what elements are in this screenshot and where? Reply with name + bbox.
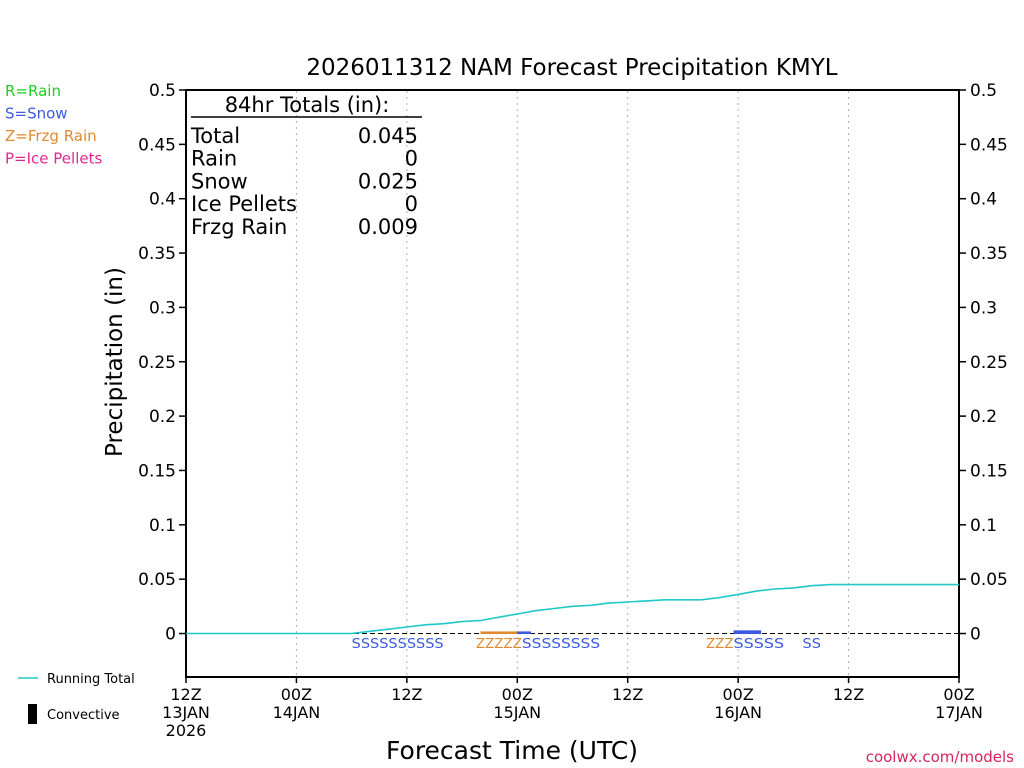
vertical-gridlines xyxy=(295,91,850,676)
y-tick-label-left: 0.2 xyxy=(149,407,176,427)
type-bars xyxy=(480,630,762,635)
precip-type-legend: R=Rain S=Snow Z=Frzg Rain P=Ice Pellets xyxy=(5,82,102,168)
y-tick-label-right: 0 xyxy=(970,625,981,645)
y-tick-label-left: 0.3 xyxy=(149,298,176,318)
totals-heading: 84hr Totals (in): xyxy=(225,93,390,117)
totals-row-label: Snow xyxy=(191,169,248,193)
precip-type-marker: SS xyxy=(803,637,821,652)
type-bar xyxy=(480,631,518,635)
y-tick-label-left: 0 xyxy=(165,625,176,645)
credit-text: coolwx.com/models xyxy=(866,748,1014,766)
totals-box: 84hr Totals (in): Total 0.045 Rain 0 Snow 0.0… xyxy=(190,93,422,239)
totals-row-value: 0 xyxy=(405,147,418,171)
type-legend-entry: R=Rain xyxy=(5,82,61,100)
y-tick-label-right: 0.3 xyxy=(970,298,997,318)
precip-type-marker: SSSSS xyxy=(734,637,785,652)
y-tick-label-right: 0.25 xyxy=(970,353,1008,373)
x-tick-label: 16JAN xyxy=(714,703,762,722)
precip-type-marker: SSSSSSSSSS xyxy=(352,637,444,652)
y-tick-label-right: 0.2 xyxy=(970,407,997,427)
x-tick-label: 00Z xyxy=(281,685,312,704)
precip-type-marker: ZZZ xyxy=(706,637,734,652)
x-tick-label: 00Z xyxy=(943,685,974,704)
type-legend-entry: S=Snow xyxy=(5,105,68,123)
type-legend-entry: P=Ice Pellets xyxy=(5,150,102,168)
y-axis-right: 0.5 0.45 0.4 0.35 0.3 0.25 0.2 0.15 0.1 0.05 0 xyxy=(959,81,1008,645)
totals-row-label: Rain xyxy=(191,147,237,171)
y-tick-label-right: 0.4 xyxy=(970,190,997,210)
x-tick-label: 12Z xyxy=(170,685,201,704)
series-group xyxy=(186,583,959,635)
totals-row-value: 0.009 xyxy=(358,215,418,239)
y-axis-label: Precipitation (in) xyxy=(102,267,128,457)
totals-row-label: Frzg Rain xyxy=(191,215,287,239)
y-tick-label-right: 0.45 xyxy=(970,135,1008,155)
precip-type-marker: SSSSSSSS xyxy=(522,637,600,652)
type-bar xyxy=(733,630,762,635)
y-tick-label-left: 0.1 xyxy=(149,516,176,536)
line-legend-entry: Running Total xyxy=(47,672,135,687)
totals-row-value: 0.045 xyxy=(358,124,418,148)
type-legend-entry: Z=Frzg Rain xyxy=(5,127,97,145)
x-tick-label: 12Z xyxy=(391,685,422,704)
y-tick-label-right: 0.5 xyxy=(970,81,997,101)
y-axis-left: 0.5 0.45 0.4 0.35 0.3 0.25 0.2 0.15 0.1 0.05 0 xyxy=(138,81,186,645)
precip-type-markers: SSSSSSSSSS ZZZZZ SSSSSSSS ZZZ SSSSS SS xyxy=(352,637,821,652)
x-tick-label: 14JAN xyxy=(273,703,321,722)
totals-row-label: Ice Pellets xyxy=(191,192,297,216)
x-tick-label: 15JAN xyxy=(493,703,541,722)
chart-title: 2026011312 NAM Forecast Precipitation KM… xyxy=(306,55,837,81)
line-legend-entry: Convective xyxy=(47,708,120,723)
type-bar xyxy=(517,631,532,635)
y-tick-label-left: 0.45 xyxy=(138,135,176,155)
x-tick-label: 12Z xyxy=(833,685,864,704)
x-tick-label: 13JAN xyxy=(162,703,210,722)
y-tick-label-left: 0.4 xyxy=(149,190,176,210)
y-tick-label-left: 0.15 xyxy=(138,461,176,481)
y-tick-label-left: 0.05 xyxy=(138,570,176,590)
y-tick-label-right: 0.35 xyxy=(970,244,1008,264)
bar-legend-swatch xyxy=(28,704,37,724)
x-tick-label: 00Z xyxy=(502,685,533,704)
plot-frame xyxy=(185,89,960,678)
running-total-line xyxy=(186,583,959,635)
y-tick-label-left: 0.35 xyxy=(138,244,176,264)
totals-row-label: Total xyxy=(190,124,240,148)
totals-row-value: 0 xyxy=(405,192,418,216)
x-tick-label: 2026 xyxy=(166,721,207,740)
y-tick-label-right: 0.1 xyxy=(970,516,997,536)
y-tick-label-right: 0.15 xyxy=(970,461,1008,481)
x-axis-label: Forecast Time (UTC) xyxy=(386,736,638,765)
y-tick-label-left: 0.25 xyxy=(138,353,176,373)
totals-row-value: 0.025 xyxy=(358,169,418,193)
x-tick-label: 12Z xyxy=(612,685,643,704)
y-tick-label-right: 0.05 xyxy=(970,570,1008,590)
y-tick-label-left: 0.5 xyxy=(149,81,176,101)
precip-type-marker: ZZZZZ xyxy=(476,637,522,652)
x-tick-label: 00Z xyxy=(722,685,753,704)
x-tick-label: 17JAN xyxy=(935,703,983,722)
line-legend: Running Total Convective xyxy=(18,672,135,724)
